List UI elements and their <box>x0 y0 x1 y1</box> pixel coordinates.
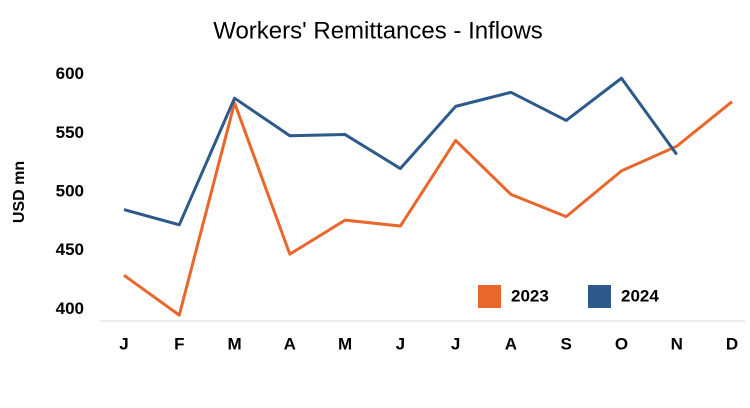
y-tick-label: 400 <box>56 299 84 318</box>
x-tick-label: J <box>451 334 460 353</box>
line-series <box>123 76 678 227</box>
x-tick-label: J <box>396 334 405 353</box>
x-tick-label: N <box>671 334 683 353</box>
y-tick-label: 500 <box>56 181 84 200</box>
line-series <box>123 100 733 317</box>
x-tick-label: O <box>615 334 628 353</box>
legend-swatch <box>588 285 611 308</box>
x-tick-label: D <box>726 334 738 353</box>
y-axis-label: USD mn <box>11 161 28 223</box>
y-tick-label: 600 <box>56 64 84 83</box>
x-tick-label: J <box>119 334 128 353</box>
y-tick-label: 550 <box>56 123 84 142</box>
legend-label: 2023 <box>511 286 549 305</box>
x-tick-label: M <box>338 334 352 353</box>
chart-title: Workers' Remittances - Inflows <box>213 17 543 44</box>
x-tick-label: F <box>174 334 184 353</box>
legend-swatch <box>478 285 501 308</box>
x-tick-label: A <box>505 334 517 353</box>
x-tick-label: A <box>284 334 296 353</box>
y-tick-label: 450 <box>56 240 84 259</box>
x-tick-label: S <box>561 334 572 353</box>
x-tick-label: M <box>227 334 241 353</box>
legend-label: 2024 <box>621 286 659 305</box>
